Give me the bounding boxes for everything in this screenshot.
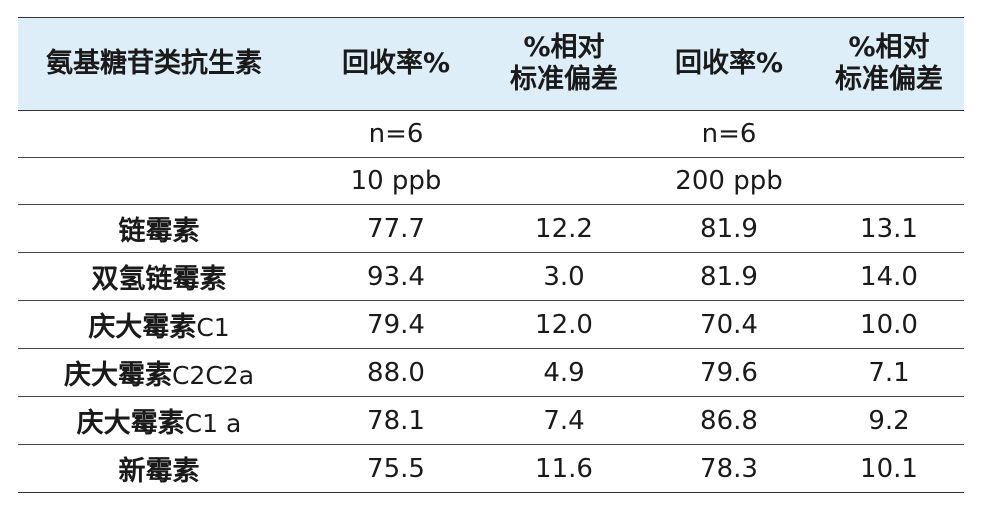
rsd-200ppb-cell: 10.1 [814,444,964,493]
table-body: n=6 n=6 10 ppb 200 ppb [18,110,964,205]
rsd-10ppb-cell: 3.0 [484,252,644,301]
recovery-10ppb-cell: 78.1 [308,396,484,445]
results-table-container: 氨基糖苷类抗生素 回收率% %相对 标准偏差 回收率% %相对 标准偏差 n=6… [18,17,964,493]
rsd-200ppb-cell: 9.2 [814,396,964,445]
recovery-200ppb-cell: 79.6 [644,348,814,397]
sample-count-row: n=6 n=6 [18,110,964,158]
antibiotic-name-cell: 庆大霉素C1 a [18,396,308,445]
rsd-200ppb-cell: 14.0 [814,252,964,301]
recovery-10ppb-cell: 93.4 [308,252,484,301]
recovery-200ppb-cell: 81.9 [644,204,814,253]
data-rows: 链霉素 77.7 12.2 81.9 13.1 双氢链霉素 93.4 3.0 81.9 14.0 庆… [18,204,964,493]
rsd-200ppb-cell: 7.1 [814,348,964,397]
antibiotic-name: 新霉素 [118,456,200,487]
antibiotic-variant: C1 a [184,409,242,438]
recovery-10ppb-cell: 79.4 [308,300,484,349]
recovery-200ppb-cell: 81.9 [644,252,814,301]
concentration-spacer-1 [484,157,644,205]
header-rsd-2-line1: %相对 [848,32,930,63]
header-rsd-1-line2: 标准偏差 [510,64,618,95]
table-header: 氨基糖苷类抗生素 回收率% %相对 标准偏差 回收率% %相对 标准偏差 [18,17,964,111]
concentration-row: 10 ppb 200 ppb [18,157,964,205]
recovery-200ppb-cell: 86.8 [644,396,814,445]
header-rsd-2-line2: 标准偏差 [835,64,943,95]
antibiotic-variant: C2C2a [171,361,255,390]
header-recovery-1: 回收率% [308,17,484,111]
sample-count-spacer-2 [814,110,964,158]
table-row: 链霉素 77.7 12.2 81.9 13.1 [18,204,964,253]
concentration-spacer-2 [814,157,964,205]
antibiotic-name-cell: 双氢链霉素 [18,252,308,301]
antibiotic-name: 庆大霉素 [76,408,185,439]
antibiotic-name: 链霉素 [118,216,200,247]
rsd-200ppb-cell: 10.0 [814,300,964,349]
header-rsd-1-line1: %相对 [523,32,605,63]
rsd-10ppb-cell: 4.9 [484,348,644,397]
antibiotic-name: 庆大霉素 [88,312,197,343]
antibiotic-name: 双氢链霉素 [91,264,227,295]
header-recovery-2: 回收率% [644,17,814,111]
rsd-10ppb-cell: 12.2 [484,204,644,253]
sample-count-blank [18,110,308,158]
antibiotic-name-cell: 庆大霉素C1 [18,300,308,349]
table-row: 庆大霉素C2C2a 88.0 4.9 79.6 7.1 [18,348,964,397]
recovery-table: 氨基糖苷类抗生素 回收率% %相对 标准偏差 回收率% %相对 标准偏差 n=6… [18,17,964,493]
sample-count-spacer-1 [484,110,644,158]
header-rsd-1: %相对 标准偏差 [484,17,644,111]
recovery-200ppb-cell: 78.3 [644,444,814,493]
antibiotic-name-cell: 链霉素 [18,204,308,253]
table-row: 庆大霉素C1 79.4 12.0 70.4 10.0 [18,300,964,349]
concentration-blank [18,157,308,205]
concentration-2: 200 ppb [644,157,814,205]
table-row: 新霉素 75.5 11.6 78.3 10.1 [18,444,964,493]
concentration-1: 10 ppb [308,157,484,205]
table-row: 双氢链霉素 93.4 3.0 81.9 14.0 [18,252,964,301]
recovery-10ppb-cell: 77.7 [308,204,484,253]
recovery-10ppb-cell: 75.5 [308,444,484,493]
recovery-200ppb-cell: 70.4 [644,300,814,349]
header-row: 氨基糖苷类抗生素 回收率% %相对 标准偏差 回收率% %相对 标准偏差 [18,17,964,111]
rsd-200ppb-cell: 13.1 [814,204,964,253]
header-rsd-2: %相对 标准偏差 [814,17,964,111]
sample-count-2: n=6 [644,110,814,158]
rsd-10ppb-cell: 11.6 [484,444,644,493]
antibiotic-name-cell: 庆大霉素C2C2a [18,348,308,397]
sample-count-1: n=6 [308,110,484,158]
header-antibiotic: 氨基糖苷类抗生素 [18,17,308,111]
recovery-10ppb-cell: 88.0 [308,348,484,397]
table-row: 庆大霉素C1 a 78.1 7.4 86.8 9.2 [18,396,964,445]
antibiotic-variant: C1 [196,313,230,342]
rsd-10ppb-cell: 12.0 [484,300,644,349]
antibiotic-name-cell: 新霉素 [18,444,308,493]
antibiotic-name: 庆大霉素 [63,360,172,391]
rsd-10ppb-cell: 7.4 [484,396,644,445]
